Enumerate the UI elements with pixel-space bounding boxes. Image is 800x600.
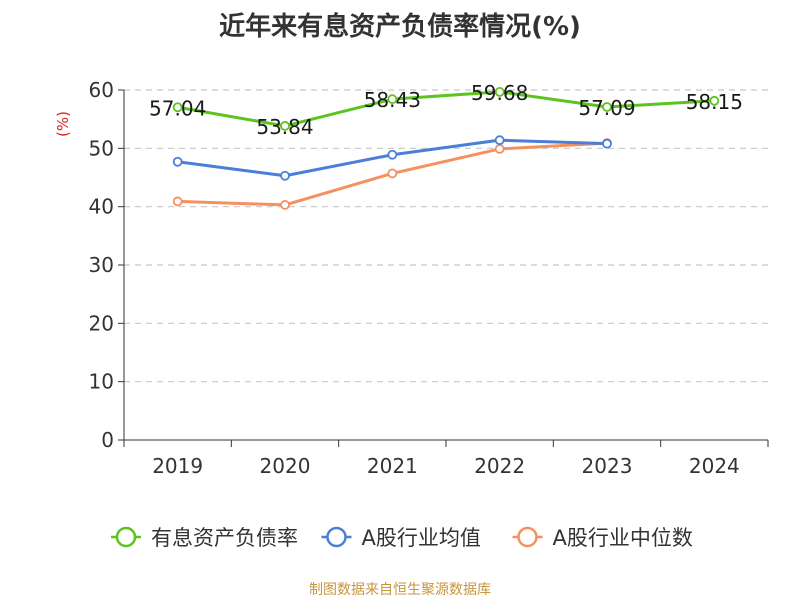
data-labels: 57.04 53.84 58.43 59.68 57.09 58.15: [149, 81, 743, 139]
series-lines: [172, 86, 720, 210]
legend-item[interactable]: A股行业中位数: [512, 526, 693, 550]
y-axis-label: (%): [54, 111, 72, 137]
data-point: [602, 138, 612, 149]
legend-item[interactable]: A股行业均值: [321, 526, 481, 550]
data-label: 57.04: [149, 96, 206, 120]
x-tick-label: 2024: [689, 454, 740, 478]
chart-title: 近年来有息资产负债率情况(%): [219, 12, 581, 42]
data-label: 53.84: [256, 115, 313, 139]
legend-label: A股行业中位数: [553, 526, 693, 550]
data-point: [494, 135, 505, 146]
data-point: [172, 196, 183, 207]
data-point: [709, 95, 720, 106]
legend-label: 有息资产负债率: [151, 526, 298, 550]
data-point: [280, 200, 290, 210]
y-tick-label: 30: [89, 253, 114, 277]
x-tick-label: 2023: [582, 454, 633, 478]
axes: 0 10 20 30 40 50 60 2019 2020 2021 2022 2023 2024: [89, 78, 769, 478]
data-point: [172, 102, 183, 113]
x-tick-label: 2022: [474, 454, 525, 478]
legend-label: A股行业均值: [362, 526, 481, 550]
source-note: 制图数据来自恒生聚源数据库: [309, 582, 491, 598]
legend-swatch-marker: [326, 526, 347, 548]
data-point: [280, 170, 290, 181]
y-tick-label: 40: [89, 195, 114, 219]
legend-swatch-marker: [115, 526, 137, 548]
grid-lines: [124, 89, 768, 383]
data-point: [494, 86, 505, 97]
y-tick-label: 10: [89, 370, 114, 394]
data-point: [387, 94, 398, 105]
series-line: [176, 90, 716, 128]
data-label: 59.68: [471, 81, 528, 105]
data-point: [387, 168, 398, 179]
x-tick-label: 2020: [260, 454, 311, 478]
x-tick-label: 2021: [367, 454, 418, 478]
x-tick-label: 2019: [152, 454, 203, 478]
data-point: [387, 149, 398, 160]
legend-swatch-marker: [517, 526, 538, 548]
data-point: [172, 156, 183, 167]
data-point: [602, 102, 612, 112]
data-label: 57.09: [578, 96, 635, 120]
y-tick-label: 0: [101, 428, 114, 452]
data-label: 58.15: [686, 90, 743, 114]
data-point: [494, 144, 505, 154]
y-tick-label: 50: [89, 136, 114, 160]
y-tick-label: 60: [89, 78, 114, 102]
legend[interactable]: 有息资产负债率 A股行业均值 A股行业中位数: [111, 526, 693, 550]
legend-item[interactable]: 有息资产负债率: [111, 526, 298, 550]
y-tick-label: 20: [89, 311, 114, 335]
data-point: [280, 121, 290, 131]
data-label: 58.43: [364, 88, 421, 112]
